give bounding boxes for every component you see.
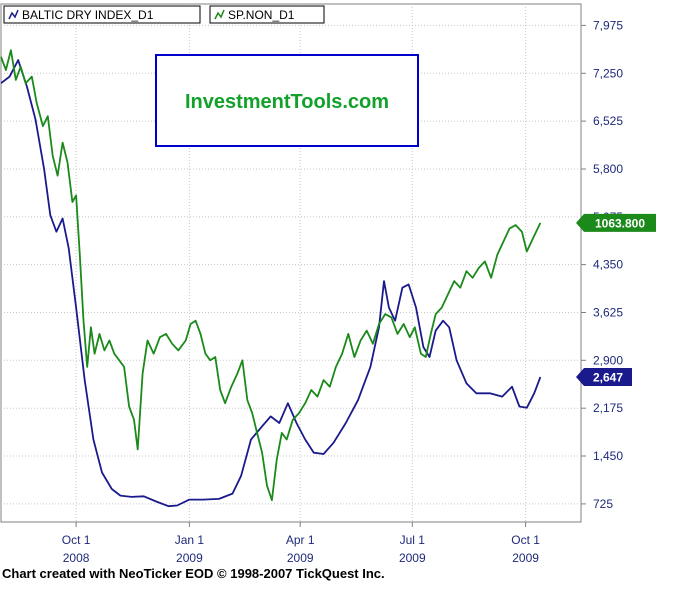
x-tick-label-year: 2009: [287, 551, 314, 565]
chart: 7251,4502,1752,9003,6254,3505,0755,8006,…: [0, 3, 656, 565]
x-tick-label-month: Oct 1: [511, 533, 540, 547]
y-tick-label: 6,525: [593, 114, 623, 128]
line-series-icon: [8, 9, 19, 20]
last-value-label: 2,647: [593, 371, 623, 385]
last-value-tags: 2,647 1063.800: [576, 213, 656, 386]
y-tick-label: 4,350: [593, 258, 623, 272]
legend-item-baltic[interactable]: BALTIC DRY INDEX_D1: [3, 5, 201, 24]
legend-label-baltic: BALTIC DRY INDEX_D1: [22, 8, 154, 22]
watermark: InvestmentTools.com: [155, 54, 419, 147]
legend-box-sp: [209, 5, 325, 24]
y-tick-label: 2,900: [593, 353, 623, 367]
y-tick-label: 725: [593, 497, 613, 511]
series-line-baltic: [0, 59, 542, 508]
grid: [1, 4, 581, 522]
y-tick-label: 7,250: [593, 66, 623, 80]
y-tick-label: 1,450: [593, 449, 623, 463]
y-axis: 7251,4502,1752,9003,6254,3505,0755,8006,…: [581, 18, 623, 511]
y-tick-label: 7,975: [593, 18, 623, 32]
x-tick-label-month: Jul 1: [400, 533, 426, 547]
legend-item-sp[interactable]: SP.NON_D1: [209, 5, 325, 24]
last-value-tag-sp: 1063.800: [576, 213, 656, 232]
x-tick-label-month: Jan 1: [175, 533, 205, 547]
legend-label-sp: SP.NON_D1: [228, 8, 295, 22]
chart-credit: Chart created with NeoTicker EOD © 1998-…: [2, 566, 385, 581]
last-value-label: 1063.800: [595, 216, 645, 230]
last-value-tag-shape: [576, 368, 632, 386]
x-tick-label-year: 2008: [63, 551, 90, 565]
y-tick-label: 5,800: [593, 162, 623, 176]
line-series-icon: [214, 9, 225, 20]
last-value-tag-baltic: 2,647: [576, 368, 632, 386]
x-tick-label-year: 2009: [399, 551, 426, 565]
x-tick-label-month: Apr 1: [286, 533, 315, 547]
legend: BALTIC DRY INDEX_D1 SP.NON_D1: [3, 5, 325, 24]
watermark-box: [155, 54, 419, 147]
last-value-tag-shape: [576, 213, 656, 232]
watermark-text: InvestmentTools.com: [185, 91, 389, 113]
y-tick-label: 2,175: [593, 401, 623, 415]
x-tick-label-year: 2009: [512, 551, 539, 565]
series-line-sp: [0, 49, 542, 502]
legend-box-baltic: [3, 5, 201, 24]
y-tick-label: 3,625: [593, 306, 623, 320]
series-lines: [0, 49, 542, 508]
x-tick-label-year: 2009: [176, 551, 203, 565]
x-tick-label-month: Oct 1: [62, 533, 91, 547]
x-axis: Oct 1 2008 Jan 1 2009 Apr 1 2009 Jul 1 2009 Oct …: [62, 522, 540, 565]
